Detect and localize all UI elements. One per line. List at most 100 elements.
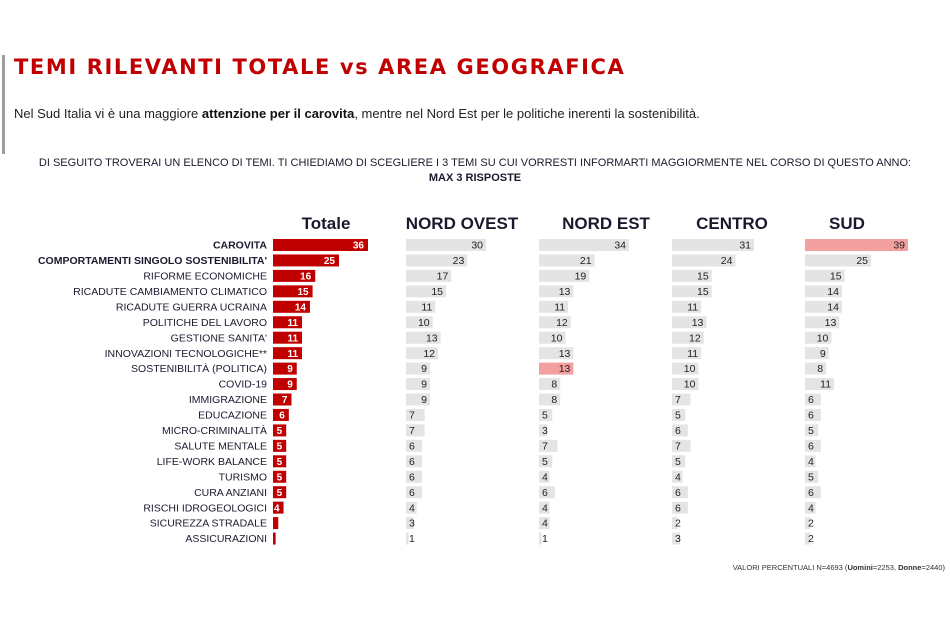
value-label-sud-salute-mentale: 6 xyxy=(808,440,814,452)
value-label-sud-carovita: 39 xyxy=(893,240,905,252)
bar-totale-comportamenti-singolo-sostenibilita xyxy=(273,254,339,267)
bar-nord-est-sostenibilita-politica xyxy=(539,362,574,375)
value-label-nord-est-innovazioni-tecnologiche: 13 xyxy=(559,348,571,360)
value-label-centro-gestione-sanita: 12 xyxy=(689,332,701,344)
value-label-totale-innovazioni-tecnologiche: 11 xyxy=(287,349,298,360)
series-header-nord-est: NORD EST xyxy=(562,214,650,233)
series-header-centro: CENTRO xyxy=(696,214,768,233)
category-label-rischi-idrogeologici: RISCHI IDROGEOLOGICI xyxy=(143,502,267,514)
value-label-sud-innovazioni-tecnologiche: 9 xyxy=(820,348,826,360)
value-label-totale-immigrazione: 7 xyxy=(282,395,288,406)
value-label-totale-comportamenti-singolo-sostenibilita: 25 xyxy=(324,256,336,267)
value-label-sud-ricadute-guerra-ucraina: 14 xyxy=(827,301,839,313)
bar-nord-ovest-ricadute-cambiamento-climatico xyxy=(406,285,446,298)
category-label-turismo: TURISMO xyxy=(219,471,267,483)
bar-nord-est-politiche-del-lavoro xyxy=(539,316,571,329)
value-label-nord-ovest-carovita: 30 xyxy=(471,240,483,252)
value-label-nord-est-assicurazioni: 1 xyxy=(542,533,548,545)
category-label-sicurezza-stradale: SICUREZZA STRADALE xyxy=(150,518,267,530)
bar-centro-politiche-del-lavoro xyxy=(672,316,707,329)
value-label-centro-comportamenti-singolo-sostenibilita: 24 xyxy=(721,255,733,267)
value-label-totale-educazione: 6 xyxy=(279,411,285,422)
bar-nord-ovest-salute-mentale xyxy=(406,439,422,452)
value-label-totale-assicurazioni: 1 xyxy=(279,534,285,545)
bar-sud-immigrazione xyxy=(805,393,821,406)
bar-nord-est-turismo xyxy=(539,470,550,483)
value-label-nord-est-turismo: 4 xyxy=(542,471,548,483)
category-label-assicurazioni: ASSICURAZIONI xyxy=(185,533,267,545)
value-label-nord-est-covid-19: 8 xyxy=(551,379,557,391)
value-label-sud-gestione-sanita: 10 xyxy=(817,332,829,344)
value-label-centro-carovita: 31 xyxy=(739,240,751,252)
value-label-nord-ovest-educazione: 7 xyxy=(409,410,415,422)
bar-centro-innovazioni-tecnologiche xyxy=(672,347,702,360)
bar-sud-cura-anziani xyxy=(805,486,821,499)
value-label-sud-riforme-economiche: 15 xyxy=(830,271,842,283)
bar-nord-ovest-politiche-del-lavoro xyxy=(406,316,433,329)
bar-nord-ovest-innovazioni-tecnologiche xyxy=(406,347,438,360)
bar-nord-est-carovita xyxy=(539,239,629,251)
bar-totale-ricadute-cambiamento-climatico xyxy=(273,285,313,298)
value-label-nord-est-sicurezza-stradale: 4 xyxy=(542,518,548,530)
value-label-nord-est-micro-criminalita: 3 xyxy=(542,425,548,437)
value-label-sud-assicurazioni: 2 xyxy=(808,533,814,545)
value-label-nord-est-gestione-sanita: 10 xyxy=(551,332,563,344)
bar-nord-ovest-gestione-sanita xyxy=(406,331,441,344)
bar-nord-ovest-cura-anziani xyxy=(406,486,422,499)
value-label-totale-ricadute-cambiamento-climatico: 15 xyxy=(297,287,309,298)
value-label-nord-ovest-politiche-del-lavoro: 10 xyxy=(418,317,430,329)
bar-sud-riforme-economiche xyxy=(805,269,845,282)
value-label-nord-est-carovita: 34 xyxy=(614,240,626,252)
bar-sud-covid-19 xyxy=(805,378,835,391)
category-label-riforme-economiche: RIFORME ECONOMICHE xyxy=(143,271,267,283)
value-label-nord-ovest-cura-anziani: 6 xyxy=(409,487,415,499)
bar-nord-ovest-micro-criminalita xyxy=(406,424,425,437)
bar-nord-est-covid-19 xyxy=(539,378,561,391)
value-label-centro-ricadute-guerra-ucraina: 11 xyxy=(687,301,698,313)
question-text: DI SEGUITO TROVERAI UN ELENCO DI TEMI. T… xyxy=(38,157,912,169)
value-label-sud-sicurezza-stradale: 2 xyxy=(808,518,814,530)
bar-centro-gestione-sanita xyxy=(672,331,704,344)
bar-centro-micro-criminalita xyxy=(672,424,688,437)
value-label-totale-carovita: 36 xyxy=(353,241,365,252)
bar-totale-turismo xyxy=(273,470,287,483)
value-label-nord-ovest-gestione-sanita: 13 xyxy=(426,332,438,344)
bar-centro-sostenibilita-politica xyxy=(672,362,699,375)
value-label-nord-est-immigrazione: 8 xyxy=(551,394,557,406)
value-label-centro-life-work-balance: 5 xyxy=(675,456,681,468)
bar-nord-ovest-life-work-balance xyxy=(406,455,422,468)
bar-totale-cura-anziani xyxy=(273,486,287,499)
category-label-covid-19: COVID-19 xyxy=(219,379,268,391)
value-label-nord-ovest-sostenibilita-politica: 9 xyxy=(421,363,427,375)
value-label-nord-est-salute-mentale: 7 xyxy=(542,440,548,452)
value-label-centro-rischi-idrogeologici: 6 xyxy=(675,502,681,514)
footnote-men-count: =2253, xyxy=(872,563,899,572)
value-label-sud-immigrazione: 6 xyxy=(808,394,814,406)
bar-totale-innovazioni-tecnologiche xyxy=(273,347,303,360)
category-label-gestione-sanita: GESTIONE SANITA' xyxy=(171,332,267,344)
bar-totale-rischi-idrogeologici xyxy=(273,501,284,514)
value-label-centro-sicurezza-stradale: 2 xyxy=(675,518,681,530)
bar-sud-sicurezza-stradale xyxy=(805,517,811,530)
bar-centro-assicurazioni xyxy=(672,532,680,545)
bar-totale-sostenibilita-politica xyxy=(273,362,297,375)
bar-sud-ricadute-guerra-ucraina xyxy=(805,300,842,313)
category-label-sostenibilita-politica: SOSTENIBILITÀ (POLITICA) xyxy=(131,362,267,375)
bar-sud-sostenibilita-politica xyxy=(805,362,827,375)
category-label-ricadute-guerra-ucraina: RICADUTE GUERRA UCRAINA xyxy=(116,301,267,313)
value-label-centro-innovazioni-tecnologiche: 11 xyxy=(687,348,698,360)
bar-nord-ovest-ricadute-guerra-ucraina xyxy=(406,300,436,313)
value-label-nord-est-ricadute-cambiamento-climatico: 13 xyxy=(559,286,571,298)
bar-totale-salute-mentale xyxy=(273,439,287,452)
bar-centro-rischi-idrogeologici xyxy=(672,501,688,514)
category-label-cura-anziani: CURA ANZIANI xyxy=(194,487,267,499)
category-label-life-work-balance: LIFE-WORK BALANCE xyxy=(157,456,267,468)
value-label-nord-ovest-ricadute-cambiamento-climatico: 15 xyxy=(431,286,443,298)
value-label-sud-rischi-idrogeologici: 4 xyxy=(808,502,814,514)
value-label-centro-turismo: 4 xyxy=(675,471,681,483)
bar-sud-life-work-balance xyxy=(805,455,816,468)
bar-nord-est-educazione xyxy=(539,408,553,421)
value-label-sud-covid-19: 11 xyxy=(820,379,831,391)
value-label-centro-politiche-del-lavoro: 13 xyxy=(692,317,704,329)
footnote-women-count: =2440) xyxy=(921,563,945,572)
